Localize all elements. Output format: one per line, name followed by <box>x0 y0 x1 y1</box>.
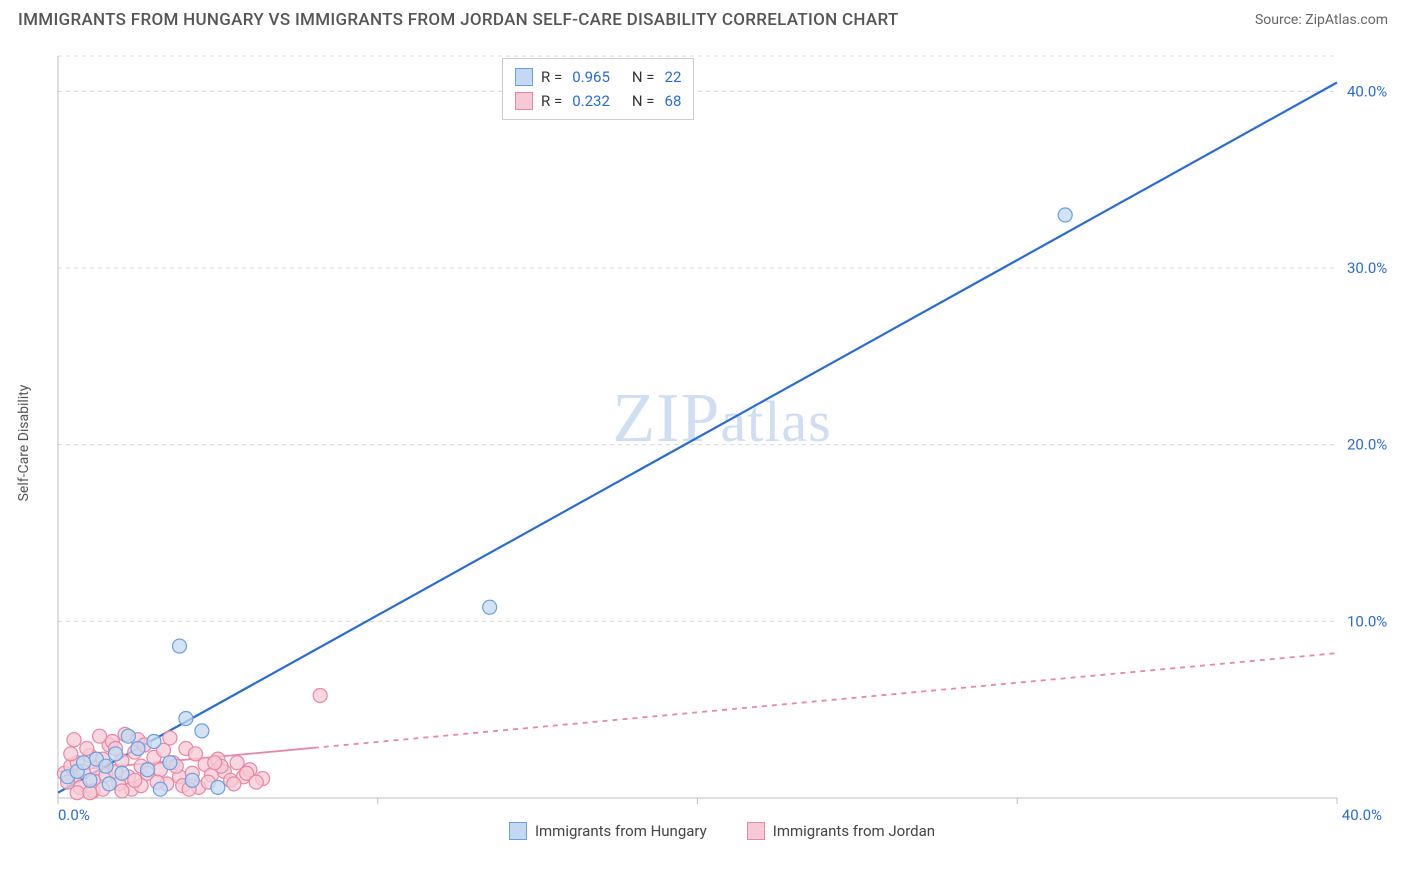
n-value-jordan: 68 <box>665 89 682 113</box>
r-value-hungary: 0.965 <box>572 65 610 89</box>
n-value-hungary: 22 <box>665 65 682 89</box>
svg-text:30.0%: 30.0% <box>1347 259 1387 277</box>
svg-text:20.0%: 20.0% <box>1347 436 1387 454</box>
n-label: N = <box>632 89 655 113</box>
svg-text:10.0%: 10.0% <box>1347 612 1387 630</box>
chart-header: IMMIGRANTS FROM HUNGARY VS IMMIGRANTS FR… <box>0 0 1406 36</box>
r-value-jordan: 0.232 <box>572 89 610 113</box>
legend-label-jordan: Immigrants from Jordan <box>773 822 935 840</box>
legend-item-jordan: Immigrants from Jordan <box>747 822 935 840</box>
r-label: R = <box>541 89 562 113</box>
chart-area: Self-Care Disability ZIPatlas 10.0%20.0%… <box>52 48 1392 838</box>
chart-title: IMMIGRANTS FROM HUNGARY VS IMMIGRANTS FR… <box>18 10 899 30</box>
swatch-hungary <box>515 68 533 86</box>
scatter-plot: 10.0%20.0%30.0%40.0%0.0%40.0% <box>52 48 1392 838</box>
chart-source: Source: ZipAtlas.com <box>1255 12 1388 28</box>
legend-item-hungary: Immigrants from Hungary <box>509 822 707 840</box>
svg-text:40.0%: 40.0% <box>1347 82 1387 100</box>
legend-row-hungary: R = 0.965 N = 22 <box>515 65 681 89</box>
swatch-jordan <box>747 822 765 840</box>
swatch-jordan <box>515 92 533 110</box>
r-label: R = <box>541 65 562 89</box>
series-legend: Immigrants from Hungary Immigrants from … <box>52 822 1392 840</box>
swatch-hungary <box>509 822 527 840</box>
legend-label-hungary: Immigrants from Hungary <box>535 822 707 840</box>
legend-row-jordan: R = 0.232 N = 68 <box>515 89 681 113</box>
y-axis-label: Self-Care Disability <box>16 385 32 502</box>
n-label: N = <box>632 65 655 89</box>
correlation-legend: R = 0.965 N = 22 R = 0.232 N = 68 <box>502 58 694 120</box>
